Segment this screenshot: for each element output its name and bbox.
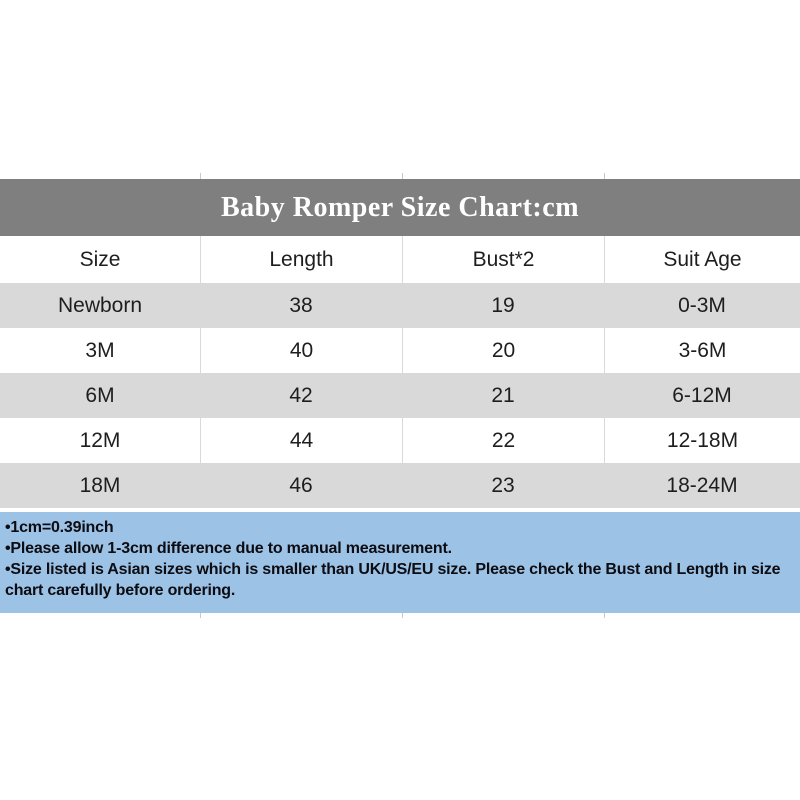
table-row-3m: 3M 40 20 3-6M <box>0 328 800 373</box>
table-cell: 12M <box>79 429 121 452</box>
table-cell: Newborn <box>57 294 143 317</box>
header-cell-suit-age: Suit Age <box>604 236 800 283</box>
bullet-icon: • <box>5 519 11 536</box>
table-row-6m: 6M 42 21 6-12M <box>0 373 800 418</box>
table-cell: 38 <box>289 294 313 317</box>
note-text: Size listed is Asian sizes which is smal… <box>5 561 781 599</box>
table-cell: 46 <box>289 474 313 497</box>
bullet-icon: • <box>5 540 11 557</box>
table-cell: 20 <box>402 328 604 373</box>
table-cell: 3-6M <box>604 328 800 373</box>
notes-panel: •1cm=0.39inch •Please allow 1-3cm differ… <box>0 512 800 613</box>
table-cell: 6M <box>85 384 115 407</box>
table-cell: 19 <box>491 294 515 317</box>
header-row: Size Length Bust*2 Suit Age <box>0 236 800 283</box>
note-line: •Size listed is Asian sizes which is sma… <box>5 559 792 601</box>
size-table: Size Length Bust*2 Suit Age Newborn 38 1… <box>0 236 800 508</box>
header-cell-size: Size <box>79 248 121 271</box>
table-cell: 44 <box>200 418 402 463</box>
table-cell: 22 <box>402 418 604 463</box>
note-line: •Please allow 1-3cm difference due to ma… <box>5 538 792 559</box>
table-row-newborn: Newborn 38 19 0-3M <box>0 283 800 328</box>
table-cell: 3M <box>85 339 115 362</box>
bullet-icon: • <box>5 561 11 578</box>
header-cell-length: Length <box>200 236 402 283</box>
note-line: •1cm=0.39inch <box>5 517 792 538</box>
table-cell: 18M <box>79 474 121 497</box>
column-divider-stub <box>604 173 605 179</box>
column-divider-stub <box>200 613 201 618</box>
table-row-12m: 12M 44 22 12-18M <box>0 418 800 463</box>
table-cell: 18-24M <box>666 474 738 497</box>
table-row-18m: 18M 46 23 18-24M <box>0 463 800 508</box>
column-divider-stub <box>604 613 605 618</box>
table-cell: 42 <box>289 384 313 407</box>
title-bar: Baby Romper Size Chart:cm <box>0 179 800 236</box>
header-cell-bust: Bust*2 <box>402 236 604 283</box>
table-cell: 40 <box>200 328 402 373</box>
table-cell: 21 <box>491 384 515 407</box>
note-text: 1cm=0.39inch <box>10 519 114 536</box>
note-text: Please allow 1-3cm difference due to man… <box>10 540 452 557</box>
column-divider-stub <box>402 613 403 618</box>
table-cell: 23 <box>491 474 515 497</box>
table-cell: 0-3M <box>678 294 726 317</box>
table-cell: 6-12M <box>672 384 732 407</box>
page-title: Baby Romper Size Chart:cm <box>220 192 580 223</box>
column-divider-stub <box>402 173 403 179</box>
table-cell: 12-18M <box>604 418 800 463</box>
column-divider-stub <box>200 173 201 179</box>
